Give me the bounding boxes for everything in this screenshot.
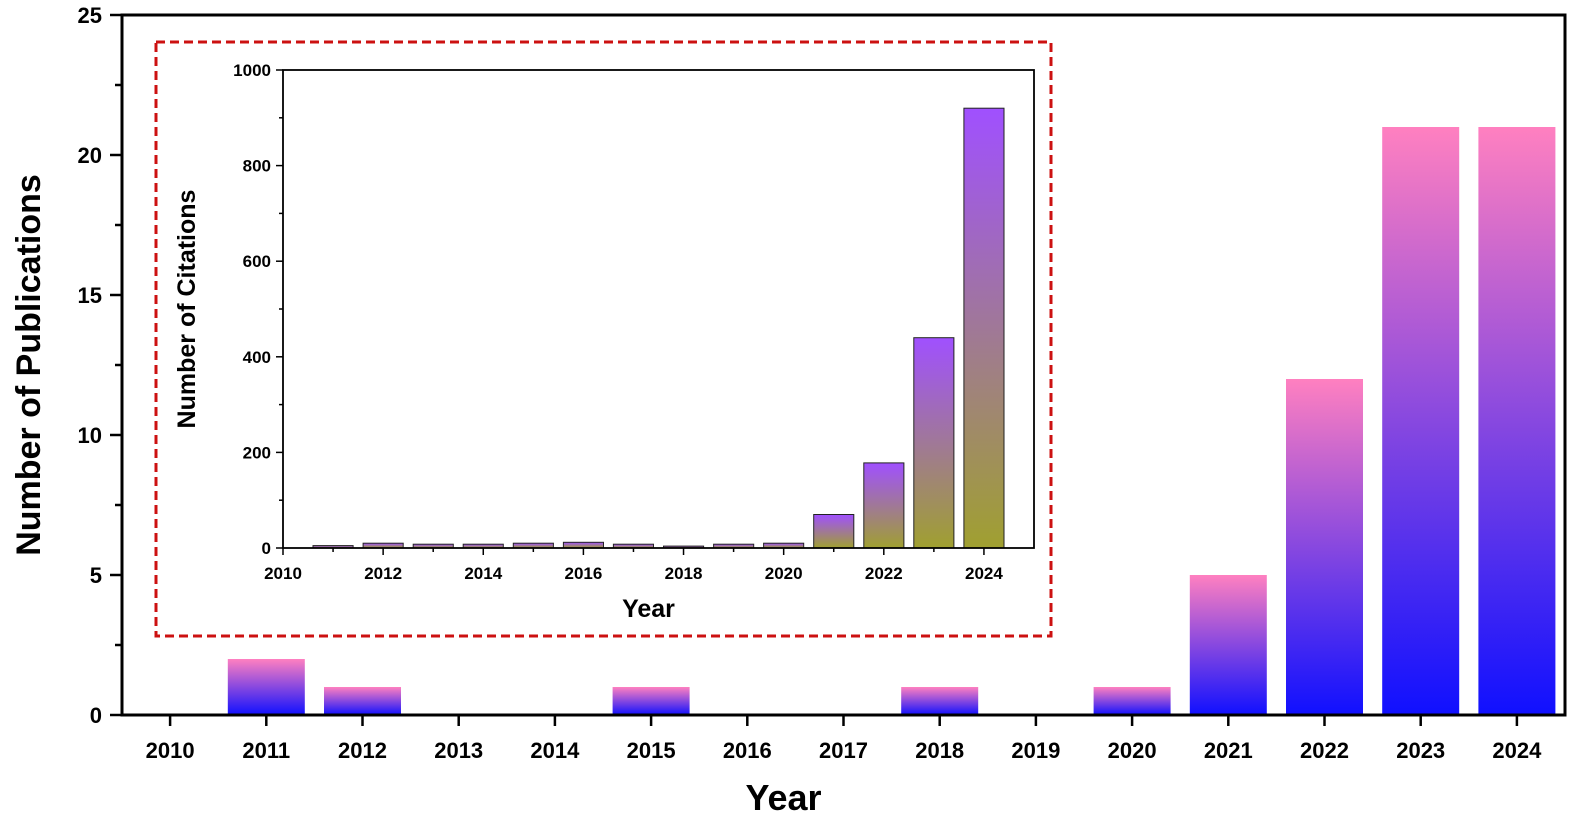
inset-x-tick-label: 2024 xyxy=(965,564,1003,583)
main-x-tick-label: 2018 xyxy=(915,738,964,763)
inset-y-tick-label: 200 xyxy=(243,443,271,462)
inset-bar-2024 xyxy=(963,107,1005,549)
main-bar-2020 xyxy=(1093,687,1171,715)
main-x-tick-label: 2021 xyxy=(1204,738,1253,763)
main-y-tick-label: 20 xyxy=(78,143,102,168)
inset-y-tick-label: 1000 xyxy=(233,61,271,80)
inset-x-tick-label: 2010 xyxy=(264,564,302,583)
main-x-tick-label: 2010 xyxy=(146,738,195,763)
inset-x-tick-label: 2012 xyxy=(364,564,402,583)
main-bar-2011 xyxy=(227,659,305,715)
inset-x-tick-label: 2022 xyxy=(865,564,903,583)
inset-bar-2021 xyxy=(813,514,855,549)
main-chart: 0 5 10 15 20 25 2010 2011 2012 2013 2014 2015 2016 20… xyxy=(10,3,1567,818)
main-x-tick-label: 2023 xyxy=(1396,738,1445,763)
main-y-tick-label: 10 xyxy=(78,423,102,448)
inset-y-tick-label: 800 xyxy=(243,157,271,176)
main-y-tick-label: 0 xyxy=(90,703,102,728)
main-bar-2024 xyxy=(1478,127,1556,715)
inset-x-tick-label: 2018 xyxy=(665,564,703,583)
main-x-tick-label: 2012 xyxy=(338,738,387,763)
main-x-tick-label: 2015 xyxy=(627,738,676,763)
main-bar-2015 xyxy=(612,687,690,715)
inset-x-tick-label: 2020 xyxy=(765,564,803,583)
inset-y-tick-label: 400 xyxy=(243,348,271,367)
main-x-tick-label: 2024 xyxy=(1492,738,1542,763)
main-bar-2021 xyxy=(1189,575,1267,715)
inset-x-tick-label: 2014 xyxy=(464,564,502,583)
main-y-tick-label: 15 xyxy=(78,283,102,308)
main-bar-2023 xyxy=(1382,127,1460,715)
inset-y-axis-title: Number of Citations xyxy=(173,190,201,429)
inset-chart: 0 200 400 600 800 1000 2010 2012 2014 2016 2018 202… xyxy=(154,40,1053,638)
main-x-tick-label: 2011 xyxy=(242,738,290,763)
main-y-tick-label: 25 xyxy=(78,3,102,28)
main-x-tick-label: 2017 xyxy=(819,738,868,763)
main-x-tick-label: 2019 xyxy=(1011,738,1060,763)
main-bar-2012 xyxy=(324,687,401,715)
main-bar-2022 xyxy=(1286,379,1363,715)
main-x-tick-label: 2013 xyxy=(434,738,483,763)
inset-y-tick-label: 0 xyxy=(262,539,271,558)
inset-x-tick-label: 2016 xyxy=(564,564,602,583)
inset-bar-2023 xyxy=(913,337,955,549)
main-bar-2018 xyxy=(901,687,979,715)
inset-y-tick-label: 600 xyxy=(243,252,271,271)
main-y-axis-title: Number of Publications xyxy=(10,174,48,556)
main-x-tick-label: 2016 xyxy=(723,738,772,763)
main-x-axis-title: Year xyxy=(745,777,821,818)
main-y-tick-label: 5 xyxy=(90,563,102,588)
main-x-tick-label: 2022 xyxy=(1300,738,1349,763)
inset-x-axis-title: Year xyxy=(622,595,675,623)
inset-bar-2022 xyxy=(863,462,905,549)
main-x-tick-label: 2020 xyxy=(1108,738,1157,763)
main-x-tick-label: 2014 xyxy=(530,738,580,763)
